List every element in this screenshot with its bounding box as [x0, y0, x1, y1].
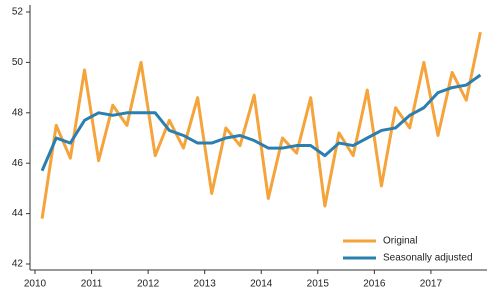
y-tick-label: 50: [12, 57, 24, 68]
legend-label: Seasonally adjusted: [383, 253, 473, 264]
x-tick-label: 2016: [363, 279, 386, 290]
legend-label: Original: [383, 236, 417, 247]
x-tick-label: 2014: [250, 279, 273, 290]
x-tick-label: 2012: [137, 279, 160, 290]
x-tick-label: 2010: [24, 279, 47, 290]
y-tick-label: 48: [12, 107, 24, 118]
x-tick-label: 2015: [307, 279, 330, 290]
y-tick-label: 44: [12, 208, 24, 219]
y-tick-label: 42: [12, 259, 24, 270]
series-line: [40, 31, 482, 219]
x-tick-label: 2011: [81, 279, 103, 290]
y-tick-label: 46: [12, 158, 24, 169]
series-line: [40, 73, 482, 172]
x-tick-label: 2017: [420, 279, 443, 290]
y-tick-label: 52: [12, 7, 24, 18]
x-tick-label: 2013: [194, 279, 217, 290]
